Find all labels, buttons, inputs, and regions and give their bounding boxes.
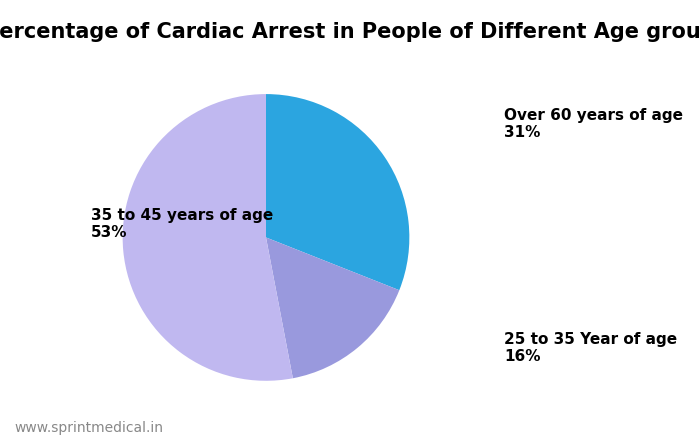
Text: 25 to 35 Year of age
16%: 25 to 35 Year of age 16% [504,332,677,364]
Text: Over 60 years of age
31%: Over 60 years of age 31% [504,108,683,140]
Text: 35 to 45 years of age
53%: 35 to 45 years of age 53% [91,208,273,240]
Text: Percentage of Cardiac Arrest in People of Different Age group: Percentage of Cardiac Arrest in People o… [0,22,700,43]
Text: www.sprintmedical.in: www.sprintmedical.in [14,421,163,435]
Wedge shape [122,94,293,381]
Wedge shape [266,94,410,290]
Wedge shape [266,237,399,378]
